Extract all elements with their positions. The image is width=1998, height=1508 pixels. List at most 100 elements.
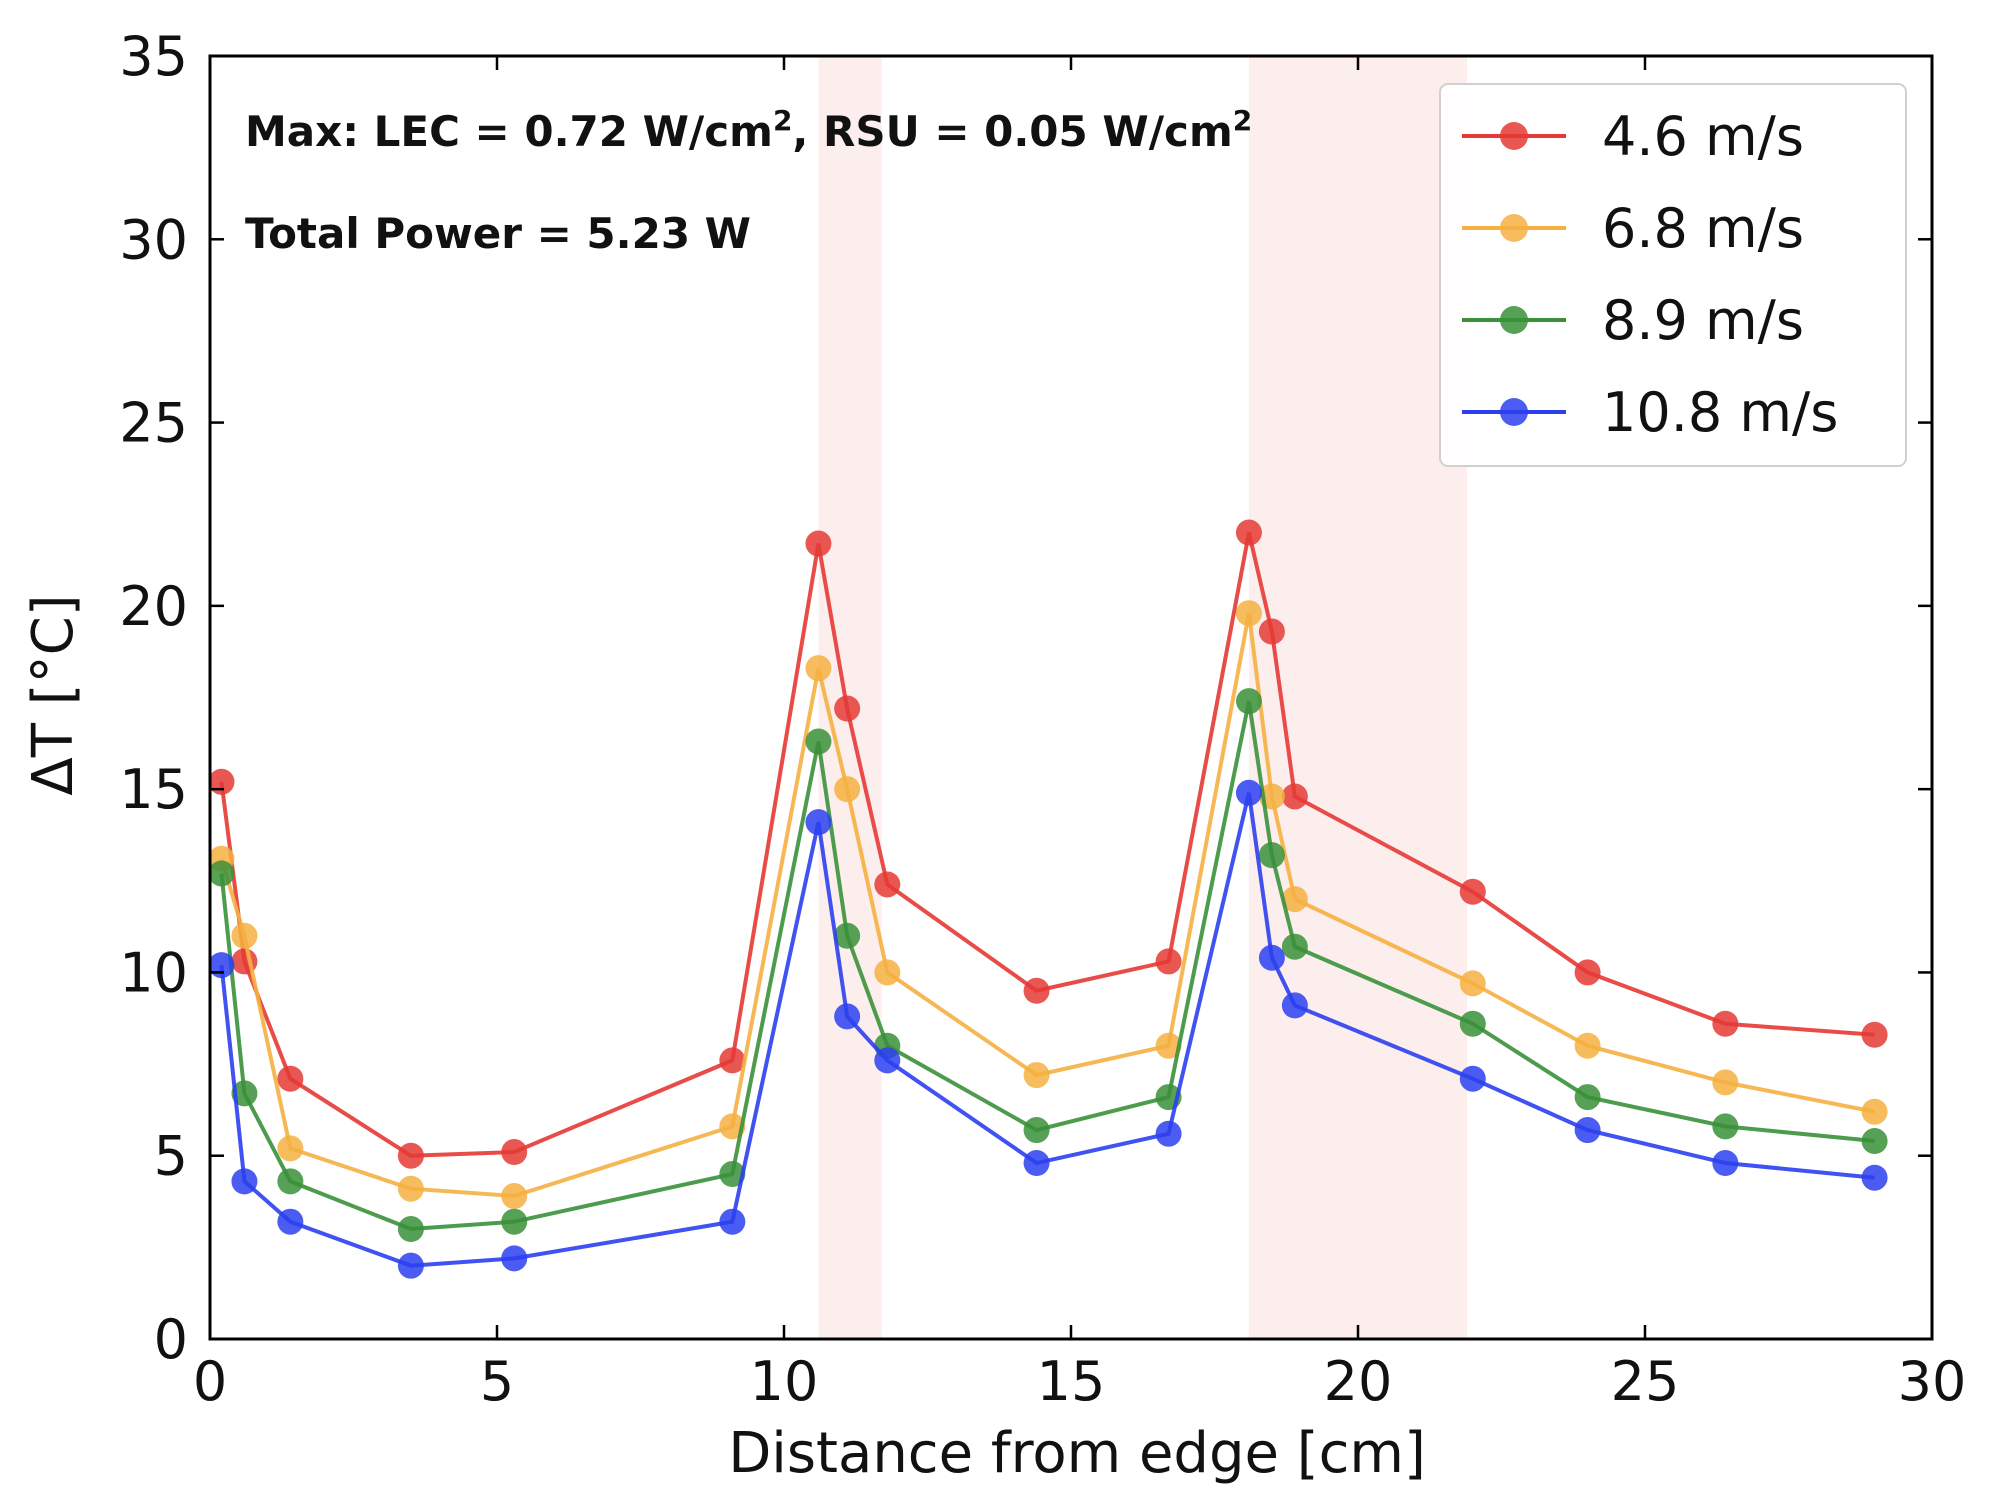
x-tick-label: 0	[193, 1350, 227, 1413]
data-point	[1574, 1032, 1601, 1059]
data-point	[1574, 959, 1601, 986]
data-point	[277, 1168, 304, 1195]
x-tick-label: 15	[1037, 1350, 1106, 1413]
series-3	[208, 688, 1888, 1243]
data-point	[277, 1065, 304, 1092]
data-point	[1861, 1098, 1888, 1125]
data-point	[1712, 1113, 1739, 1140]
data-point	[208, 860, 235, 887]
y-tick-label: 35	[119, 25, 188, 88]
series-4	[208, 779, 1888, 1279]
data-point	[277, 1135, 304, 1162]
series-line	[219, 612, 1875, 1199]
x-axis-title: Distance from edge [cm]	[728, 1421, 1426, 1486]
series-line	[219, 792, 1875, 1268]
y-tick-label: 30	[119, 208, 188, 271]
data-point	[397, 1252, 424, 1279]
data-point	[1459, 1010, 1486, 1037]
x-tick-label: 25	[1611, 1350, 1680, 1413]
legend-label: 4.6 m/s	[1602, 105, 1804, 168]
y-tick-label: 20	[119, 575, 188, 638]
data-point	[1155, 948, 1182, 975]
data-point	[834, 922, 861, 949]
y-tick-label: 10	[119, 941, 188, 1004]
x-tick-label: 20	[1324, 1350, 1393, 1413]
data-point	[397, 1216, 424, 1243]
data-point	[719, 1047, 746, 1074]
legend-label: 6.8 m/s	[1602, 197, 1804, 260]
data-point	[1235, 688, 1262, 715]
data-point	[1258, 944, 1285, 971]
data-point	[1574, 1117, 1601, 1144]
y-tick-label: 0	[154, 1308, 188, 1371]
data-point	[874, 1047, 901, 1074]
legend-swatch-marker	[1500, 122, 1528, 150]
data-point	[805, 728, 832, 755]
data-point	[874, 959, 901, 986]
annotation-max: Max: LEC = 0.72 W/cm2, RSU = 0.05 W/cm2	[245, 104, 1252, 156]
x-tick-label: 5	[480, 1350, 514, 1413]
data-point	[1459, 1065, 1486, 1092]
data-point	[501, 1139, 528, 1166]
data-point	[1258, 618, 1285, 645]
data-point	[805, 530, 832, 557]
x-tick-label: 10	[750, 1350, 819, 1413]
data-point	[1023, 1150, 1050, 1177]
data-point	[1023, 1062, 1050, 1089]
annotation-total-power: Total Power = 5.23 W	[245, 209, 751, 258]
y-tick-label: 5	[154, 1125, 188, 1188]
legend-item-3: 8.9 m/s	[1462, 289, 1804, 352]
data-point	[834, 695, 861, 722]
data-point	[1281, 992, 1308, 1019]
legend-label: 8.9 m/s	[1602, 289, 1804, 352]
data-point	[1023, 977, 1050, 1004]
data-point	[231, 1168, 258, 1195]
data-point	[1712, 1069, 1739, 1096]
legend-swatch-marker	[1500, 306, 1528, 334]
data-point	[1712, 1150, 1739, 1177]
legend-swatch-marker	[1500, 214, 1528, 242]
data-point	[501, 1183, 528, 1210]
axis-ticks: 0 5 10 15 20 25 30 0 5 10 15 20 25 30 35	[119, 25, 1966, 1413]
x-tick-label: 30	[1898, 1350, 1967, 1413]
data-point	[1155, 1120, 1182, 1147]
legend-label: 10.8 m/s	[1602, 381, 1838, 444]
data-point	[805, 809, 832, 836]
legend-item-2: 6.8 m/s	[1462, 197, 1804, 260]
data-point	[874, 871, 901, 898]
series-line	[219, 532, 1875, 1158]
shaded-region-2	[1248, 56, 1468, 1339]
data-point	[1235, 519, 1262, 546]
data-point	[1281, 933, 1308, 960]
series-line	[219, 700, 1875, 1232]
data-point	[1235, 779, 1262, 806]
data-point	[1712, 1010, 1739, 1037]
data-point	[501, 1245, 528, 1272]
data-point	[1281, 886, 1308, 913]
data-point	[501, 1208, 528, 1235]
data-point	[208, 952, 235, 979]
data-point	[834, 1003, 861, 1030]
data-point	[1574, 1084, 1601, 1111]
annotation-max-sup1: 2	[773, 104, 792, 137]
data-point	[1258, 842, 1285, 869]
data-point	[1281, 783, 1308, 810]
data-point	[1861, 1164, 1888, 1191]
series-layer	[208, 519, 1888, 1279]
data-point	[231, 1080, 258, 1107]
series-2	[208, 600, 1888, 1210]
legend-item-4: 10.8 m/s	[1462, 381, 1838, 444]
data-point	[1235, 600, 1262, 627]
legend-box	[1439, 83, 1907, 467]
data-point	[719, 1208, 746, 1235]
legend: 4.6 m/s 6.8 m/s 8.9 m/s 10.8 m/s	[1439, 83, 1907, 467]
data-point	[719, 1161, 746, 1188]
data-point	[1861, 1021, 1888, 1048]
data-point	[231, 922, 258, 949]
series-1	[208, 519, 1888, 1169]
data-point	[397, 1175, 424, 1202]
annotation-max-part1: Max: LEC = 0.72 W/cm	[245, 107, 773, 156]
data-point	[277, 1208, 304, 1235]
data-point	[834, 776, 861, 803]
